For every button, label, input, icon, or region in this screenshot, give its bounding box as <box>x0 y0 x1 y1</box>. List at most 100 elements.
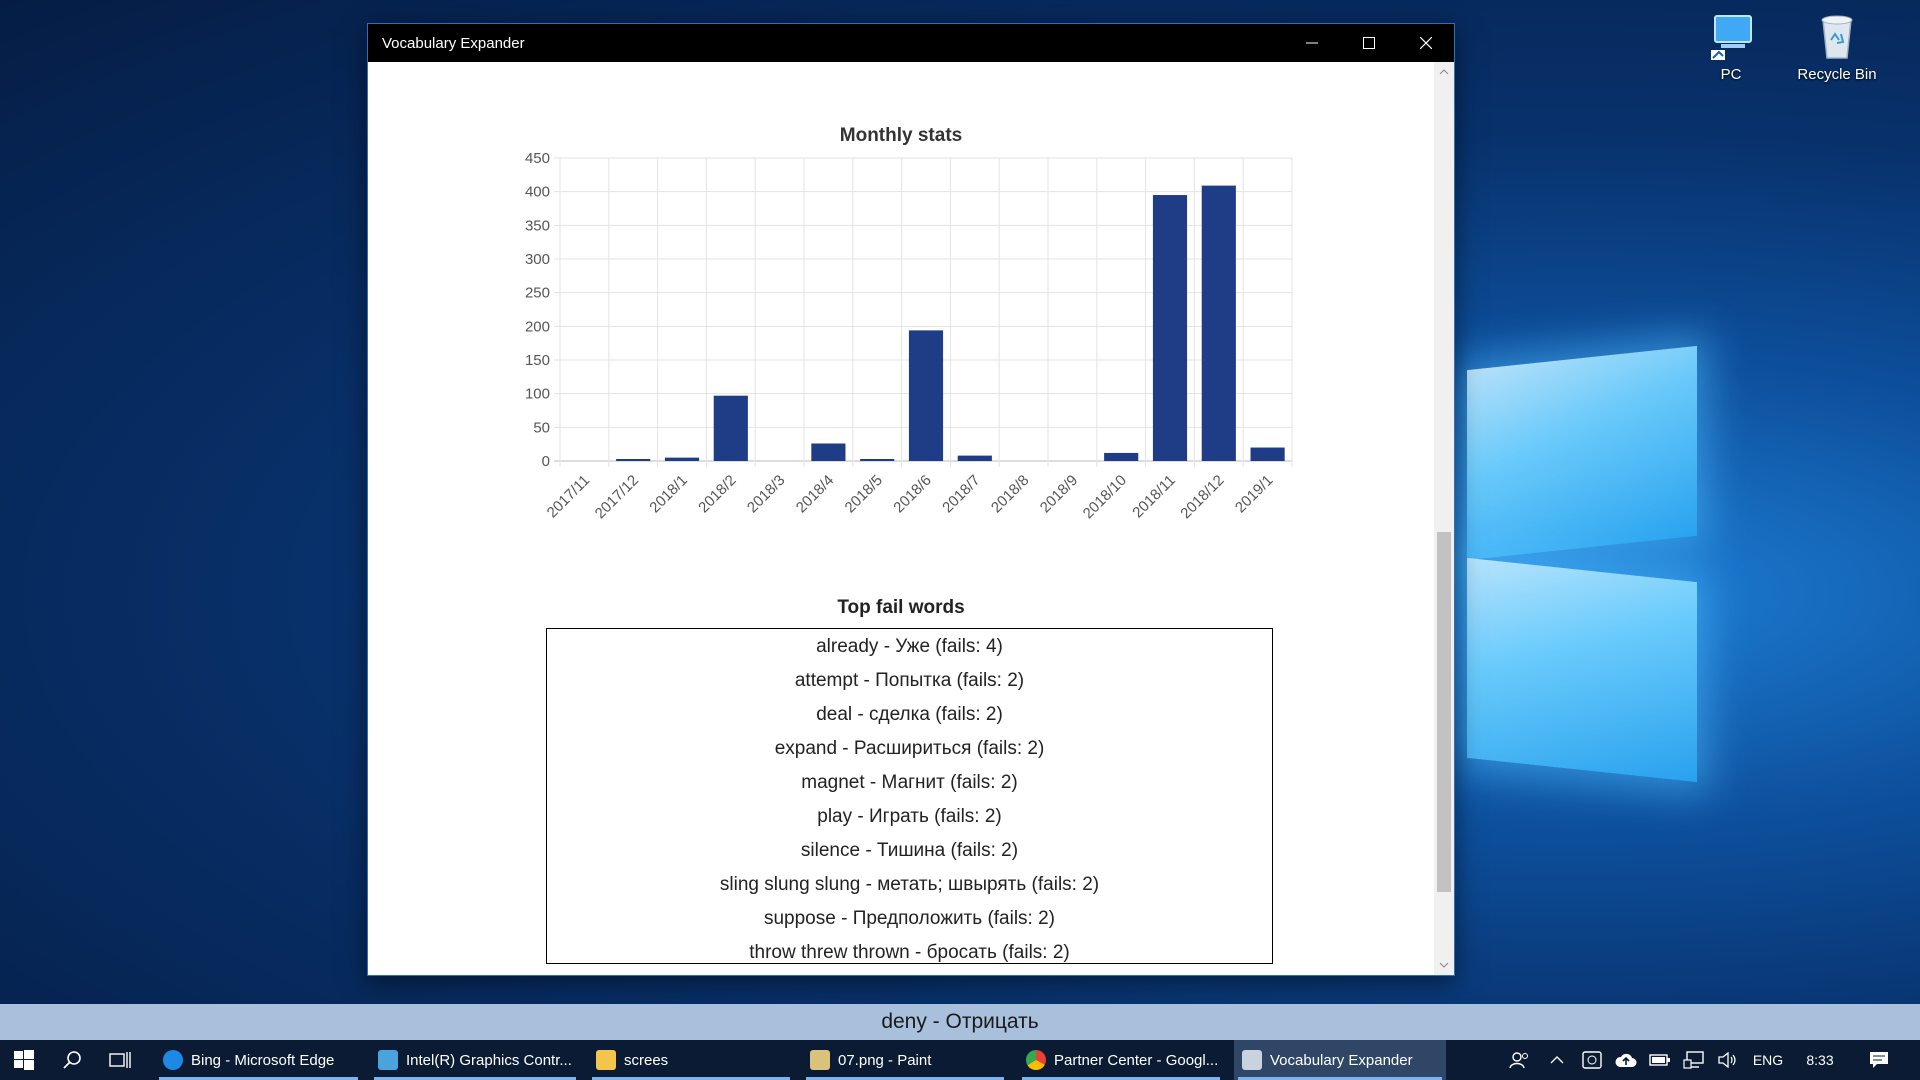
intel-graphics-icon <box>378 1050 398 1070</box>
maximize-button[interactable] <box>1340 24 1397 62</box>
fail-words-list: already - Уже (fails: 4) attempt - Попыт… <box>546 628 1273 964</box>
x-tick-label: 2018/11 <box>1129 472 1179 522</box>
taskbar-item-label: screes <box>624 1051 669 1069</box>
speaker-icon <box>1718 1052 1736 1068</box>
chart-bar <box>860 458 895 461</box>
battery-button[interactable] <box>1644 1040 1676 1080</box>
scroll-up-button[interactable] <box>1434 62 1454 82</box>
taskbar-item-label: Bing - Microsoft Edge <box>191 1051 335 1069</box>
x-tick-label: 2018/4 <box>793 472 837 516</box>
close-icon <box>1419 37 1432 49</box>
task-view-button[interactable] <box>96 1040 144 1080</box>
fail-words-title: Top fail words <box>837 597 965 618</box>
taskbar-item-label: Partner Center - Googl... <box>1054 1051 1219 1069</box>
window-titlebar[interactable]: Vocabulary Expander <box>368 24 1454 62</box>
desktop-icon-pc[interactable]: PC <box>1683 12 1779 83</box>
close-button[interactable] <box>1397 24 1454 62</box>
clock-button[interactable]: 8:33 <box>1796 1040 1844 1080</box>
x-tick-label: 2018/8 <box>988 472 1032 516</box>
status-text: deny - Отрицать <box>881 1010 1039 1033</box>
x-tick-label: 2017/12 <box>592 472 642 522</box>
taskbar-item-paint[interactable]: 07.png - Paint <box>802 1040 1008 1080</box>
y-tick-label: 250 <box>525 285 550 302</box>
taskbar-item-label: 07.png - Paint <box>838 1051 932 1069</box>
search-button[interactable] <box>48 1040 96 1080</box>
chart-bar <box>616 458 651 461</box>
x-tick-label: 2018/5 <box>842 472 886 516</box>
status-bar: deny - Отрицать <box>0 1004 1920 1040</box>
taskbar-item-explorer[interactable]: screes <box>588 1040 794 1080</box>
desktop-icon-recycle-bin[interactable]: Recycle Bin <box>1789 12 1885 83</box>
cloud-upload-icon <box>1615 1053 1637 1067</box>
vertical-scrollbar[interactable] <box>1434 62 1454 975</box>
fail-word-item: silence - Тишина (fails: 2) <box>800 840 1019 861</box>
fail-word-item: suppose - Предположить (fails: 2) <box>763 908 1056 929</box>
taskbar-item-label: Intel(R) Graphics Contr... <box>406 1051 572 1069</box>
chart-bar <box>1104 452 1139 461</box>
scrollbar-thumb[interactable] <box>1437 532 1451 892</box>
y-tick-label: 150 <box>525 352 550 369</box>
x-tick-label: 2017/11 <box>544 472 594 522</box>
x-tick-label: 2018/12 <box>1177 472 1227 522</box>
taskbar-item-edge[interactable]: Bing - Microsoft Edge <box>155 1040 362 1080</box>
vocabulary-app-icon <box>1242 1050 1262 1070</box>
people-icon <box>1509 1052 1528 1069</box>
tray-app-button[interactable] <box>1576 1040 1608 1080</box>
onedrive-button[interactable] <box>1610 1040 1642 1080</box>
stats-content: Monthly stats 0 50 100 150 200 250 300 350 400 45… <box>368 62 1434 975</box>
taskbar-item-chrome[interactable]: Partner Center - Googl... <box>1018 1040 1224 1080</box>
paint-icon <box>810 1050 830 1070</box>
pc-icon <box>1707 12 1755 60</box>
start-button[interactable] <box>0 1040 48 1080</box>
folder-icon <box>596 1050 616 1070</box>
x-tick-label: 2018/3 <box>744 472 788 516</box>
volume-button[interactable] <box>1712 1040 1742 1080</box>
notification-icon <box>1870 1052 1888 1068</box>
show-hidden-icons-button[interactable] <box>1542 1040 1572 1080</box>
y-tick-label: 400 <box>525 184 550 201</box>
x-tick-label: 2018/2 <box>695 472 739 516</box>
minimize-button[interactable] <box>1283 24 1340 62</box>
input-language-button[interactable]: ENG <box>1746 1040 1790 1080</box>
fail-word-item: throw threw thrown - бросать (fails: 2) <box>749 942 1070 963</box>
edge-icon <box>163 1050 183 1070</box>
x-tick-label: 2018/9 <box>1037 472 1081 516</box>
x-tick-label: 2018/6 <box>890 472 934 516</box>
fail-word-item: already - Уже (fails: 4) <box>816 636 1003 657</box>
chart-bar <box>811 443 846 461</box>
fail-word-item: deal - сделка (fails: 2) <box>816 704 1003 725</box>
action-center-button[interactable] <box>1858 1040 1900 1080</box>
chart-bar <box>1201 185 1236 461</box>
y-tick-label: 350 <box>525 217 550 234</box>
chart-bar <box>1152 195 1188 462</box>
people-button[interactable] <box>1502 1040 1536 1080</box>
taskbar-item-intel[interactable]: Intel(R) Graphics Contr... <box>370 1040 580 1080</box>
recycle-bin-icon <box>1813 12 1861 60</box>
y-tick-label: 0 <box>542 453 550 470</box>
y-tick-label: 450 <box>525 150 550 167</box>
x-tick-label: 2018/1 <box>646 472 690 516</box>
fail-word-item: magnet - Магнит (fails: 2) <box>801 772 1018 793</box>
y-tick-label: 50 <box>533 419 550 436</box>
chart-bar <box>664 457 700 461</box>
chrome-icon <box>1026 1050 1046 1070</box>
chevron-up-icon <box>1550 1056 1564 1064</box>
tray-app-icon <box>1582 1051 1602 1069</box>
network-icon <box>1683 1051 1704 1069</box>
task-view-icon <box>109 1052 131 1068</box>
clock-time: 8:33 <box>1806 1052 1834 1068</box>
x-tick-label: 2019/1 <box>1232 472 1276 516</box>
desktop-icon-label: PC <box>1720 66 1742 83</box>
desktop-icon-label: Recycle Bin <box>1797 66 1877 83</box>
fail-word-item: sling slung slung - метать; швырять (fai… <box>719 874 1100 895</box>
chevron-down-icon <box>1439 962 1449 968</box>
search-icon <box>63 1051 81 1069</box>
minimize-icon <box>1305 42 1318 44</box>
chart-bar <box>957 455 992 461</box>
taskbar-item-label: Vocabulary Expander <box>1270 1051 1413 1069</box>
maximize-icon <box>1362 37 1375 49</box>
taskbar-item-vocabulary-expander[interactable]: Vocabulary Expander <box>1234 1040 1446 1080</box>
network-button[interactable] <box>1678 1040 1710 1080</box>
scroll-down-button[interactable] <box>1434 955 1454 975</box>
chevron-up-icon <box>1439 69 1449 75</box>
